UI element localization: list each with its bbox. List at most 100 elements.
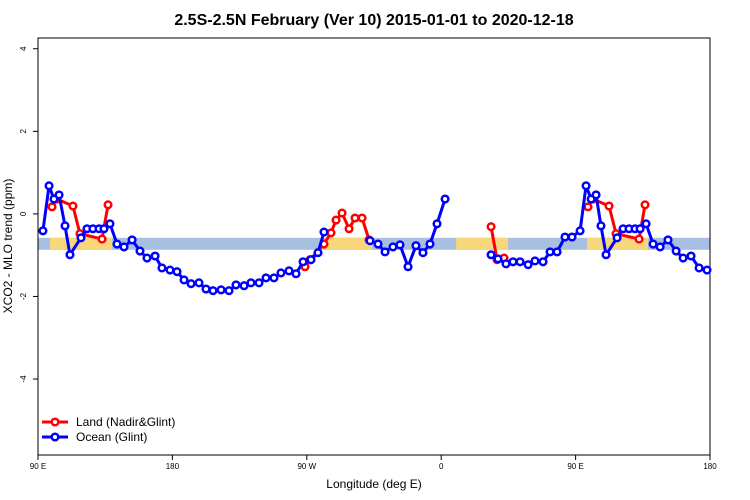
point — [373, 239, 383, 249]
x-tick-label: 0 — [439, 462, 444, 471]
land-span — [322, 237, 373, 250]
point — [583, 202, 593, 212]
point — [105, 219, 115, 229]
point — [216, 285, 226, 295]
y-tick-label: -4 — [19, 375, 28, 383]
x-tick-label: 180 — [703, 462, 717, 471]
land-span — [456, 237, 509, 250]
point — [142, 253, 152, 263]
point — [411, 241, 421, 251]
point — [103, 200, 113, 210]
x-tick-label: 180 — [166, 462, 180, 471]
point — [224, 286, 234, 296]
point — [76, 233, 86, 243]
point — [127, 235, 137, 245]
x-tick-label: 90 W — [297, 462, 316, 471]
x-tick-label: 90 E — [567, 462, 583, 471]
point — [395, 240, 405, 250]
point — [601, 250, 611, 260]
point — [208, 286, 218, 296]
point — [640, 200, 650, 210]
point — [97, 234, 107, 244]
point — [306, 255, 316, 265]
point — [313, 248, 323, 258]
point — [319, 227, 329, 237]
point — [486, 222, 496, 232]
point — [179, 275, 189, 285]
point — [337, 208, 347, 218]
point — [68, 201, 78, 211]
point — [276, 268, 286, 278]
point — [567, 232, 577, 242]
chart-title: 2.5S-2.5N February (Ver 10) 2015-01-01 t… — [174, 12, 573, 29]
point — [331, 215, 341, 225]
series-line — [50, 197, 647, 268]
point — [284, 266, 294, 276]
point — [165, 265, 175, 275]
point — [201, 284, 211, 294]
point — [298, 257, 308, 267]
point — [515, 257, 525, 267]
legend-marker — [50, 417, 60, 427]
x-axis-label: Longitude (deg E) — [326, 477, 421, 491]
point — [388, 242, 398, 252]
point — [552, 247, 562, 257]
point — [634, 234, 644, 244]
point — [350, 213, 360, 223]
point — [538, 257, 548, 267]
point — [119, 242, 129, 252]
point — [357, 213, 367, 223]
point — [545, 247, 555, 257]
point — [596, 221, 606, 231]
point — [231, 280, 241, 290]
point — [425, 239, 435, 249]
point — [440, 194, 450, 204]
y-tick-label: 0 — [19, 211, 28, 216]
legend-marker — [50, 432, 60, 442]
point — [269, 273, 279, 283]
point — [60, 221, 70, 231]
point — [581, 181, 591, 191]
point — [635, 224, 645, 234]
legend-label: Land (Nadir&Glint) — [76, 415, 175, 429]
point — [99, 224, 109, 234]
point — [694, 263, 704, 273]
point — [254, 278, 264, 288]
point — [523, 260, 533, 270]
point — [678, 253, 688, 263]
point — [326, 228, 336, 238]
point — [246, 278, 256, 288]
point — [663, 235, 673, 245]
point — [686, 251, 696, 261]
point — [261, 273, 271, 283]
point — [493, 254, 503, 264]
point — [702, 265, 712, 275]
point — [291, 269, 301, 279]
point — [135, 246, 145, 256]
point — [432, 219, 442, 229]
point — [403, 262, 413, 272]
point — [380, 247, 390, 257]
point — [486, 250, 496, 260]
point — [560, 232, 570, 242]
point — [655, 242, 665, 252]
point — [186, 279, 196, 289]
point — [150, 251, 160, 261]
point — [671, 246, 681, 256]
point — [44, 181, 54, 191]
land-span — [586, 237, 649, 250]
x-tick-label: 90 E — [30, 462, 46, 471]
point — [157, 263, 167, 273]
point — [344, 224, 354, 234]
point — [508, 257, 518, 267]
point — [194, 278, 204, 288]
point — [54, 190, 64, 200]
point — [591, 190, 601, 200]
point — [648, 239, 658, 249]
point — [112, 239, 122, 249]
point — [575, 226, 585, 236]
point — [641, 219, 651, 229]
point — [501, 259, 511, 269]
point — [604, 201, 614, 211]
